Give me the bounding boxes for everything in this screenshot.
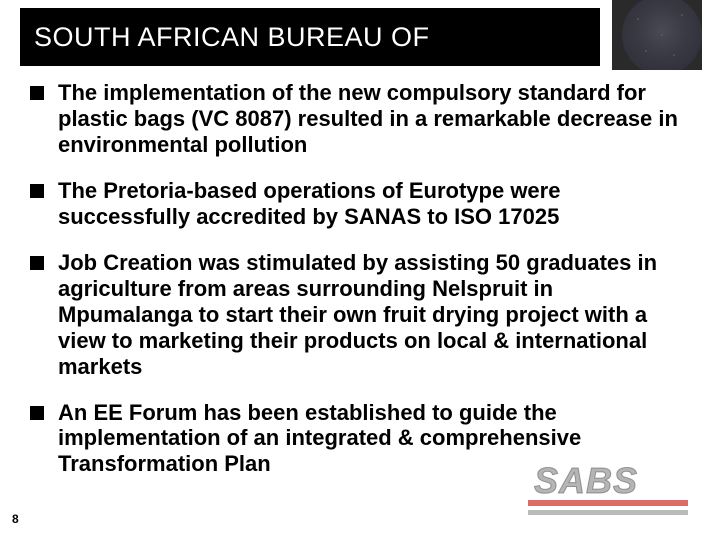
bullet-text: The Pretoria-based operations of Eurotyp… <box>58 178 690 230</box>
bullet-text: Job Creation was stimulated by assisting… <box>58 250 690 380</box>
slide-title: SOUTH AFRICAN BUREAU OF <box>34 22 430 53</box>
bullet-text: The implementation of the new compulsory… <box>58 80 690 158</box>
slide: SOUTH AFRICAN BUREAU OF The implementati… <box>0 0 720 540</box>
logo-bars <box>528 500 688 515</box>
logo-text: SABS <box>534 460 638 502</box>
square-bullet-icon <box>30 184 44 198</box>
page-number: 8 <box>12 512 19 526</box>
bullet-item: The implementation of the new compulsory… <box>30 80 690 158</box>
title-bar: SOUTH AFRICAN BUREAU OF <box>20 8 600 66</box>
bullet-item: The Pretoria-based operations of Eurotyp… <box>30 178 690 230</box>
square-bullet-icon <box>30 256 44 270</box>
square-bullet-icon <box>30 86 44 100</box>
bullet-list: The implementation of the new compulsory… <box>30 80 690 497</box>
square-bullet-icon <box>30 406 44 420</box>
bullet-item: Job Creation was stimulated by assisting… <box>30 250 690 380</box>
globe-image <box>612 0 702 70</box>
sabs-logo: SABS <box>528 466 688 522</box>
